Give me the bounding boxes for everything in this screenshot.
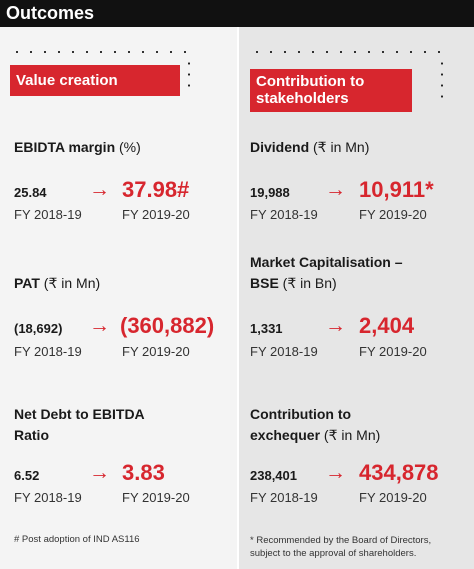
page-header: Outcomes — [0, 0, 474, 27]
net-debt-new-value: 3.83 — [122, 460, 165, 485]
column-divider — [237, 27, 239, 569]
pat-new-value: (360,882) — [120, 313, 215, 338]
dividend-fy-new: FY 2019-20 — [359, 207, 427, 222]
exchequer-fy-new: FY 2019-20 — [359, 490, 427, 505]
market-cap-title-unit: (₹ in Bn) — [278, 275, 337, 291]
exchequer-title: Contribution to — [250, 404, 351, 424]
dividend-fy-old: FY 2018-19 — [250, 207, 318, 222]
dividend-title: Dividend (₹ in Mn) — [250, 137, 369, 157]
arrow-icon: → — [89, 178, 110, 201]
net-debt-title-2: Ratio — [14, 425, 49, 445]
dividend-title-unit: (₹ in Mn) — [309, 139, 370, 155]
net-debt-title: Net Debt to EBITDA — [14, 404, 145, 424]
market-cap-old-value: 1,331 — [250, 321, 283, 336]
ebidta-title-unit: (%) — [115, 139, 141, 155]
ebidta-fy-new: FY 2019-20 — [122, 207, 190, 222]
net-debt-title-line2: Ratio — [14, 427, 49, 443]
pat-fy-old: FY 2018-19 — [14, 344, 82, 359]
exchequer-new-value: 434,878 — [359, 460, 439, 485]
arrow-icon: → — [89, 314, 110, 337]
left-dotted-edge — [188, 58, 190, 94]
exchequer-old-value: 238,401 — [250, 468, 297, 483]
pat-title-unit: (₹ in Mn) — [39, 275, 101, 291]
exchequer-fy-old: FY 2018-19 — [250, 490, 318, 505]
market-cap-title-2: BSE (₹ in Bn) — [250, 273, 337, 293]
stakeholders-label-line1: Contribution to — [256, 73, 365, 90]
pat-title-bold: PAT — [14, 275, 40, 291]
pat-title: PAT (₹ in Mn) — [14, 273, 100, 293]
exchequer-title-2: exchequer (₹ in Mn) — [250, 425, 380, 445]
dividend-old-value: 19,988 — [250, 185, 290, 200]
exchequer-title-line1: Contribution to — [250, 406, 352, 422]
left-footnote: # Post adoption of IND AS116 — [14, 534, 140, 545]
dividend-new-value: 10,911* — [359, 177, 434, 202]
stakeholders-column — [238, 27, 474, 569]
exchequer-title-unit: (₹ in Mn) — [320, 427, 381, 443]
arrow-icon: → — [325, 178, 346, 201]
right-footnote-line1: * Recommended by the Board of Directors, — [250, 535, 432, 546]
right-footnote-line2: subject to the approval of shareholders. — [250, 548, 417, 559]
value-creation-column — [0, 27, 238, 569]
net-debt-fy-new: FY 2019-20 — [122, 490, 190, 505]
arrow-icon: → — [89, 461, 110, 484]
dividend-title-bold: Dividend — [250, 139, 310, 155]
pat-old-value: (18,692) — [14, 321, 63, 336]
market-cap-title: Market Capitalisation – — [250, 252, 403, 272]
ebidta-fy-old: FY 2018-19 — [14, 207, 82, 222]
right-dotted-edge — [441, 58, 443, 104]
net-debt-fy-old: FY 2018-19 — [14, 490, 82, 505]
exchequer-title-bold: exchequer — [250, 427, 321, 443]
pat-fy-new: FY 2019-20 — [122, 344, 190, 359]
header-title: Outcomes — [6, 3, 95, 23]
net-debt-title-line1: Net Debt to EBITDA — [14, 406, 145, 422]
market-cap-fy-new: FY 2019-20 — [359, 344, 427, 359]
market-cap-title-line1: Market Capitalisation – — [250, 254, 403, 270]
market-cap-title-bse: BSE — [250, 275, 279, 291]
stakeholders-label-line2: stakeholders — [256, 90, 349, 107]
right-dotted-rule — [250, 51, 445, 53]
ebidta-title-bold: EBIDTA margin — [14, 139, 116, 155]
value-creation-label: Value creation — [10, 65, 180, 96]
left-dotted-rule — [10, 51, 190, 53]
ebidta-new-value: 37.98# — [122, 177, 190, 202]
arrow-icon: → — [325, 314, 346, 337]
market-cap-new-value: 2,404 — [359, 313, 415, 338]
net-debt-old-value: 6.52 — [14, 468, 40, 483]
arrow-icon: → — [325, 461, 346, 484]
stakeholders-label: Contribution to stakeholders — [250, 69, 412, 112]
market-cap-fy-old: FY 2018-19 — [250, 344, 318, 359]
ebidta-margin-title: EBIDTA margin (%) — [14, 137, 141, 157]
ebidta-old-value: 25.84 — [14, 185, 47, 200]
value-creation-label-text: Value creation — [16, 72, 118, 89]
